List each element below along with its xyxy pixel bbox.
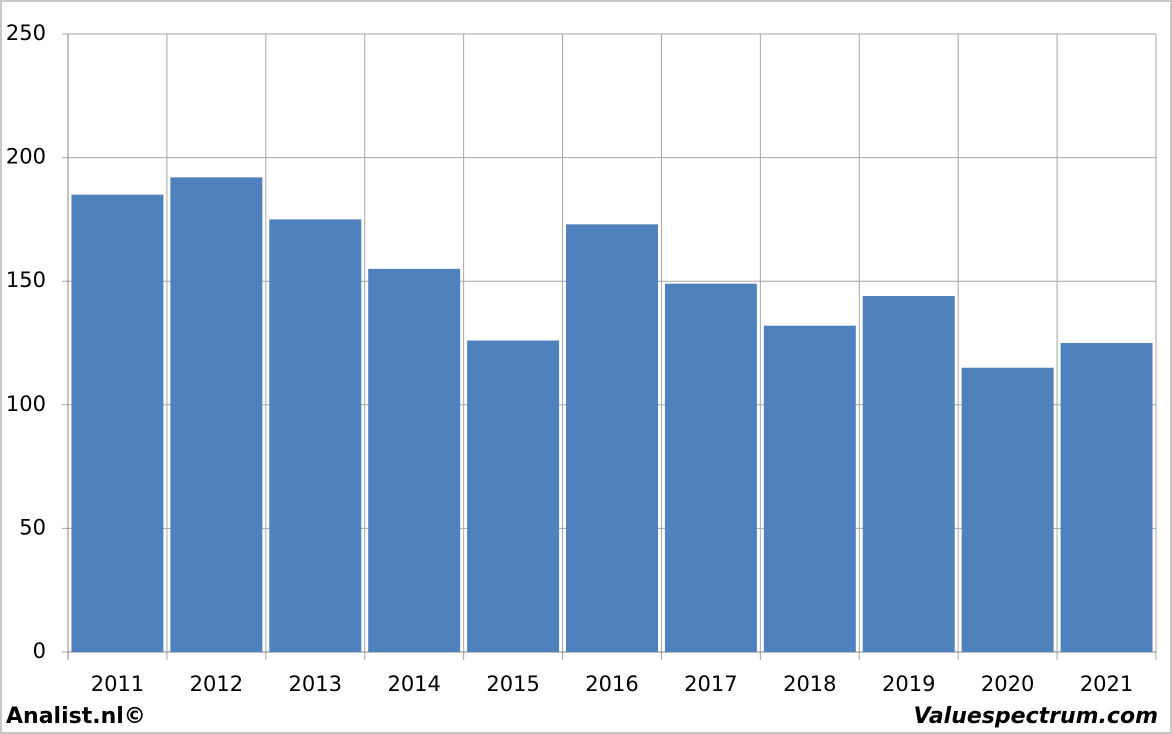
- x-tick-label: 2020: [981, 672, 1034, 696]
- bar: [763, 325, 856, 652]
- bar: [1060, 343, 1153, 652]
- bar: [467, 340, 560, 652]
- bar: [566, 224, 658, 652]
- y-tick-label: 250: [6, 21, 46, 45]
- x-tick-label: 2015: [486, 672, 539, 696]
- x-tick-label: 2014: [387, 672, 440, 696]
- y-tick-label: 100: [6, 392, 46, 416]
- bar: [961, 367, 1054, 652]
- x-tick-label: 2011: [91, 672, 144, 696]
- bar: [368, 268, 461, 652]
- x-tick-label: 2016: [585, 672, 638, 696]
- x-tick-label: 2018: [783, 672, 836, 696]
- y-tick-label: 0: [33, 639, 46, 663]
- y-tick-label: 150: [6, 268, 46, 292]
- footer-left: Analist.nl©: [6, 704, 146, 729]
- footer-right: Valuespectrum.com: [914, 704, 1158, 729]
- bar: [269, 219, 362, 652]
- x-tick-label: 2021: [1080, 672, 1133, 696]
- y-tick-label: 50: [19, 515, 46, 539]
- bar: [664, 283, 757, 652]
- bar: [862, 296, 955, 652]
- bar: [71, 194, 164, 652]
- x-tick-label: 2017: [684, 672, 737, 696]
- bar: [170, 177, 263, 652]
- y-tick-label: 200: [6, 145, 46, 169]
- x-tick-label: 2013: [289, 672, 342, 696]
- x-tick-label: 2012: [190, 672, 243, 696]
- x-tick-label: 2019: [882, 672, 935, 696]
